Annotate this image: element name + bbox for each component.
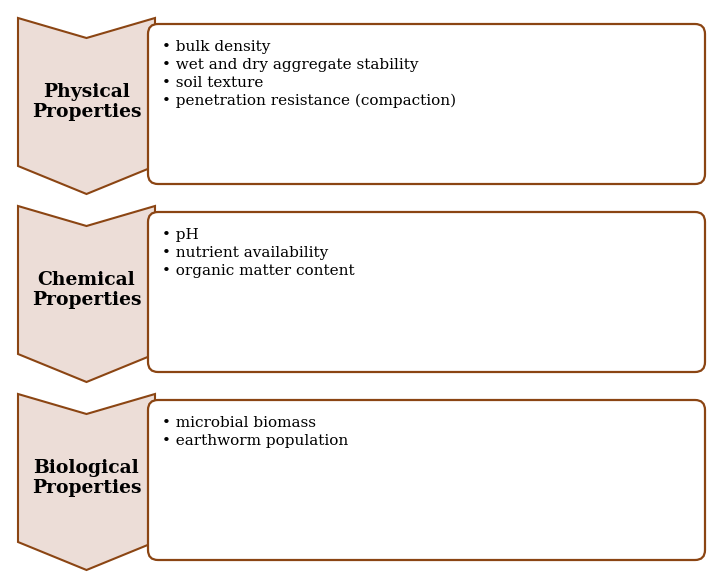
FancyBboxPatch shape — [148, 24, 705, 184]
Text: • nutrient availability: • nutrient availability — [162, 246, 328, 260]
Polygon shape — [18, 394, 155, 570]
Text: Biological
Properties: Biological Properties — [32, 459, 141, 497]
FancyBboxPatch shape — [148, 400, 705, 560]
Text: • pH: • pH — [162, 228, 199, 242]
FancyBboxPatch shape — [148, 212, 705, 372]
Text: Physical
Properties: Physical Properties — [32, 82, 141, 121]
Text: • wet and dry aggregate stability: • wet and dry aggregate stability — [162, 58, 418, 72]
Text: Chemical
Properties: Chemical Properties — [32, 270, 141, 309]
Polygon shape — [18, 18, 155, 194]
Text: • organic matter content: • organic matter content — [162, 264, 355, 278]
Text: • microbial biomass: • microbial biomass — [162, 416, 316, 430]
Text: • bulk density: • bulk density — [162, 40, 271, 54]
Text: • penetration resistance (compaction): • penetration resistance (compaction) — [162, 94, 456, 108]
Text: • soil texture: • soil texture — [162, 76, 264, 90]
Text: • earthworm population: • earthworm population — [162, 434, 348, 448]
Polygon shape — [18, 206, 155, 382]
